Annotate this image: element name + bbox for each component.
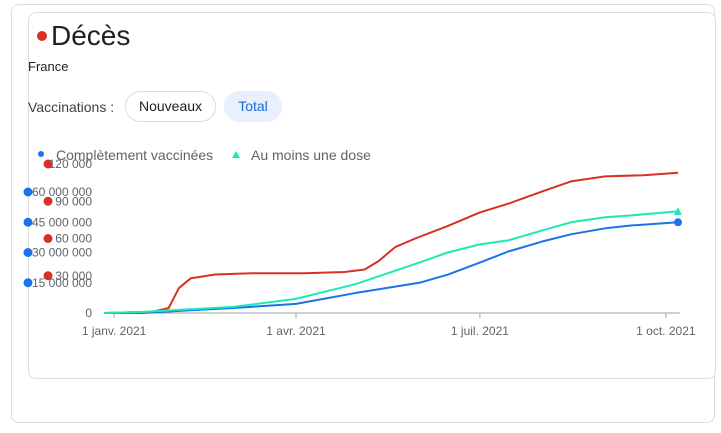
x-tick-label: 1 janv. 2021 — [82, 324, 147, 338]
y-left-tick-dot — [23, 217, 33, 227]
x-tick-label: 1 avr. 2021 — [266, 324, 326, 338]
y-left-tick-dot — [23, 278, 33, 288]
y-left-tick-label: 45 000 000 — [32, 215, 92, 229]
y-right-tick-dot — [43, 271, 53, 281]
fully-vaccinated-end-marker — [673, 218, 682, 227]
location-label: France — [28, 59, 69, 74]
x-tick-label: 1 juil. 2021 — [451, 324, 509, 338]
chip-nouveaux[interactable]: Nouveaux — [125, 91, 216, 122]
y-right-tick-dot — [43, 159, 53, 169]
y-right-tick-label: 60 000 — [55, 232, 92, 246]
legend-fully-vaccinated: Complètement vaccinées — [56, 147, 214, 163]
y-left-tick-label: 30 000 000 — [32, 246, 92, 260]
series-line — [104, 221, 679, 314]
page-title: Décès — [51, 20, 131, 51]
y-left-tick-label: 60 000 000 — [32, 185, 92, 199]
y-left-tick-dot — [23, 248, 33, 257]
vaccinations-label: Vaccinations : — [28, 99, 115, 115]
series-line — [103, 171, 679, 314]
at-least-one-dose-legend-triangle — [232, 151, 240, 158]
chip-total[interactable]: Total — [224, 91, 282, 122]
y-right-tick-label: 90 000 — [55, 194, 92, 208]
y-left-tick-label: 0 — [85, 306, 92, 320]
fully-vaccinated-legend-dot — [38, 151, 44, 157]
y-right-tick-dot — [43, 196, 53, 206]
x-tick-label: 1 oct. 2021 — [636, 324, 696, 338]
y-right-tick-label: 120 000 — [49, 157, 93, 171]
y-left-tick-dot — [23, 187, 33, 197]
y-right-tick-dot — [43, 234, 53, 243]
chart-card — [28, 12, 716, 379]
deaths-legend-dot — [37, 31, 47, 41]
series-line — [103, 210, 679, 314]
at-least-one-dose-end-marker — [673, 207, 682, 216]
legend-at-least-one-dose: Au moins une dose — [251, 147, 371, 163]
y-right-tick-label: 30 000 — [55, 269, 92, 283]
